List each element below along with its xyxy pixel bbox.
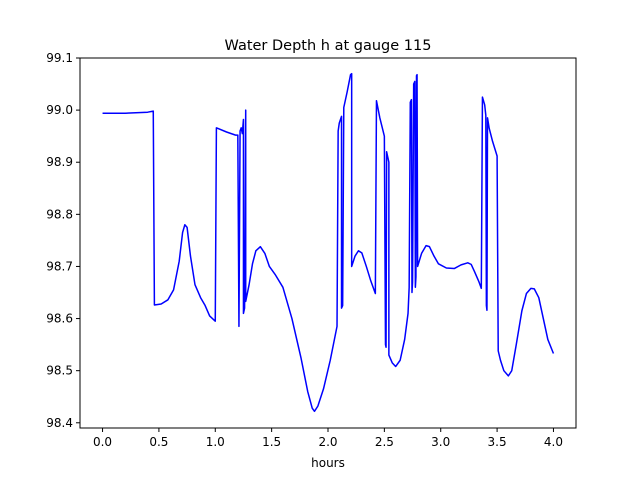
x-axis-label: hours: [311, 456, 345, 470]
chart-title: Water Depth h at gauge 115: [225, 38, 432, 54]
x-tick-label: 0.5: [149, 435, 168, 449]
x-tick-label: 1.0: [206, 435, 225, 449]
x-tick-label: 0.0: [93, 435, 112, 449]
y-tick-label: 98.8: [46, 207, 73, 221]
y-tick-label: 98.7: [46, 259, 73, 273]
y-tick-label: 98.9: [46, 155, 73, 169]
y-tick-label: 99.0: [46, 103, 73, 117]
x-tick-label: 3.0: [431, 435, 450, 449]
x-tick-label: 2.5: [375, 435, 394, 449]
y-tick-label: 98.5: [46, 364, 73, 378]
plot-area: [102, 72, 555, 413]
x-tick-label: 1.5: [262, 435, 281, 449]
y-tick-label: 98.6: [46, 312, 73, 326]
x-tick-label: 4.0: [544, 435, 563, 449]
y-tick-label: 98.4: [46, 416, 73, 430]
x-axis: 0.0 0.5 1.0 1.5 2.0 2.5 3.0 3.5 4.0: [93, 428, 563, 449]
x-tick-label: 3.5: [488, 435, 507, 449]
series-line-0: [102, 72, 555, 413]
x-tick-label: 2.0: [318, 435, 337, 449]
y-tick-label: 99.1: [46, 51, 73, 65]
y-axis: 98.4 98.5 98.6 98.7 98.8 98.9 99.0 99.1: [46, 51, 80, 430]
